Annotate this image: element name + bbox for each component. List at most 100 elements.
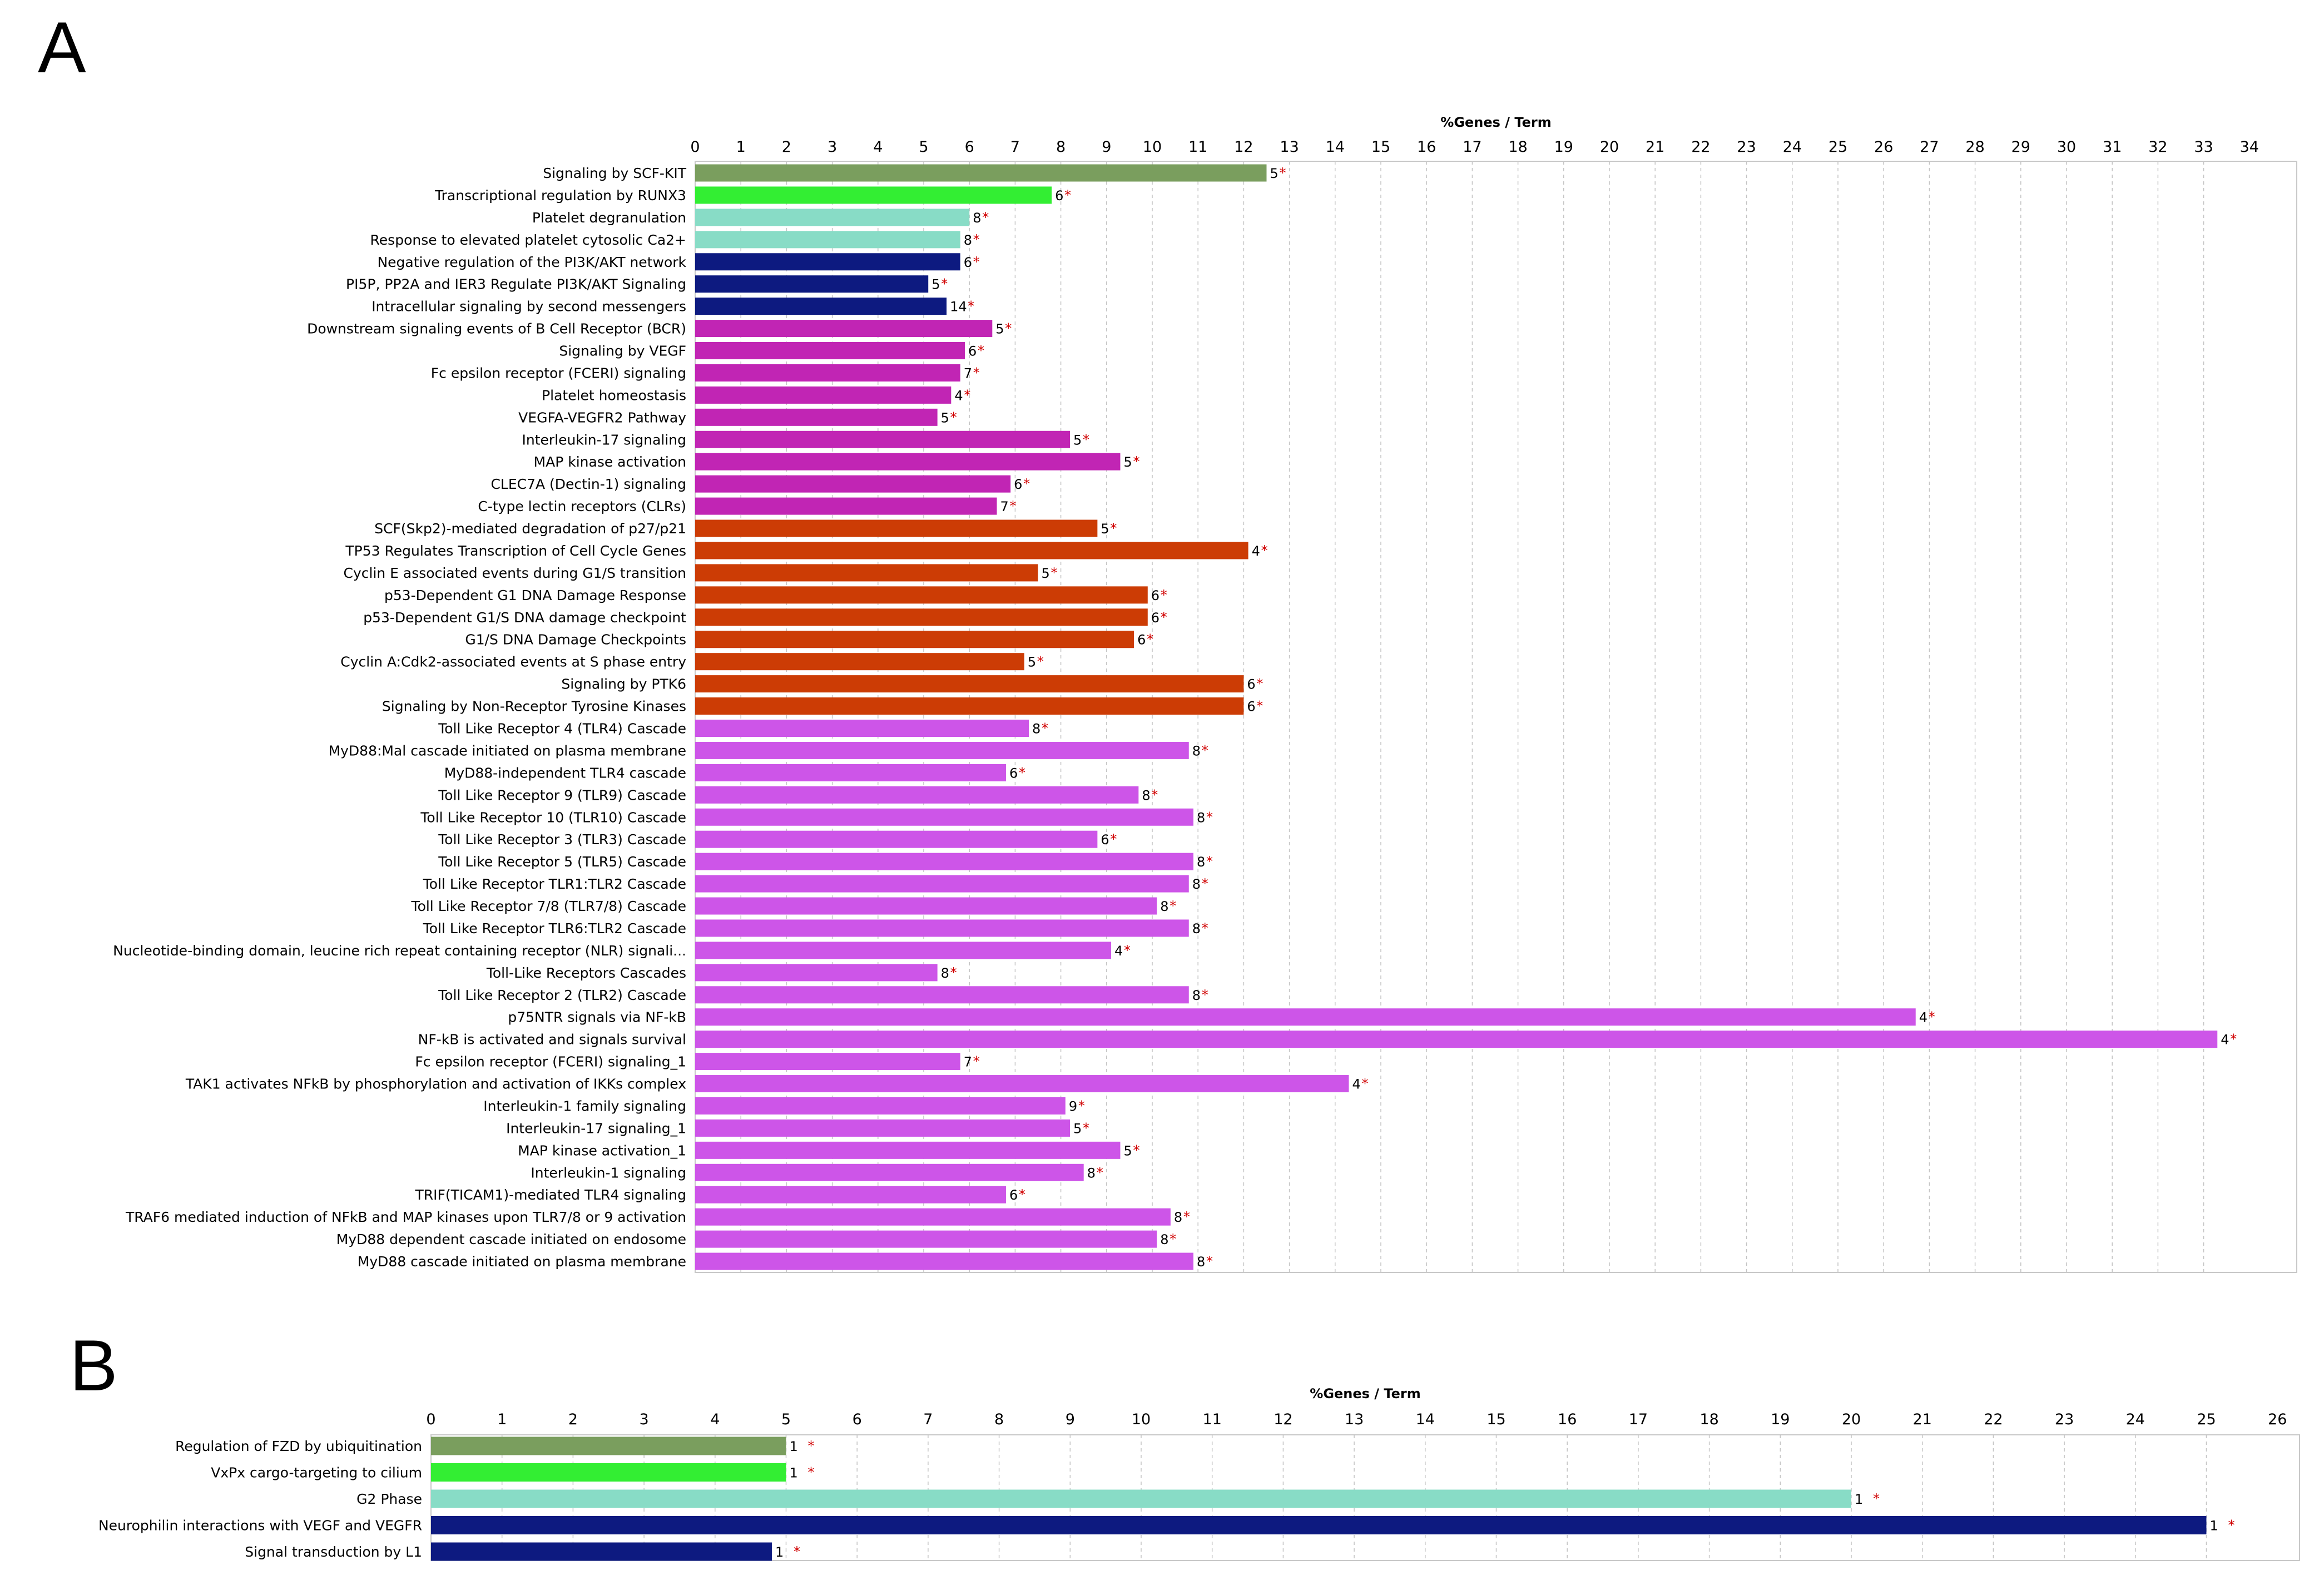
- gene-count-label: 8: [973, 210, 981, 226]
- bar: [695, 253, 960, 271]
- significance-star: *: [1202, 742, 1208, 758]
- bar: [695, 1163, 1084, 1181]
- gene-count-label: 8: [1197, 810, 1205, 825]
- x-tick-label: 13: [1280, 138, 1299, 156]
- x-tick-label: 30: [2057, 138, 2076, 156]
- bar: [695, 186, 1052, 204]
- x-tick-label: 22: [1691, 138, 1710, 156]
- row-label: VxPx cargo-targeting to cilium: [211, 1465, 422, 1481]
- x-tick-label: 33: [2194, 138, 2213, 156]
- x-tick-label: 20: [1842, 1411, 1861, 1428]
- x-tick-label: 24: [1783, 138, 1802, 156]
- bar: [695, 964, 938, 982]
- significance-star: *: [1124, 943, 1131, 958]
- gene-count-label: 6: [1055, 188, 1063, 204]
- bar: [695, 808, 1193, 826]
- significance-star: *: [1023, 476, 1030, 492]
- significance-star: *: [941, 276, 948, 292]
- chart-b-x-ticks: 0 1 2 3 4 5 6 7 8 9 10 11 12 13 14 15 16 17 18 19 20 21 22 23 24…: [426, 1411, 2287, 1428]
- x-tick-label: 26: [2268, 1411, 2287, 1428]
- x-tick-label: 10: [1143, 138, 1162, 156]
- chart-b: %Genes / Term 0 1 2 3 4 5 6 7 8 9 10 11 12 13 14 15 16 17…: [98, 1386, 2300, 1561]
- gene-count-label: 6: [1009, 1187, 1018, 1203]
- x-tick-label: 2: [782, 138, 791, 156]
- bar: [431, 1437, 786, 1455]
- bar: [695, 1141, 1121, 1159]
- x-tick-label: 17: [1463, 138, 1481, 156]
- row-label: Interleukin-1 family signaling: [483, 1098, 686, 1114]
- gene-count-label: 4: [1352, 1077, 1360, 1092]
- significance-star: *: [808, 1465, 815, 1480]
- chart-a-axis-title: %Genes / Term: [1440, 115, 1551, 130]
- row-label: Interleukin-17 signaling: [522, 432, 686, 448]
- significance-star: *: [808, 1438, 815, 1454]
- x-tick-label: 4: [873, 138, 883, 156]
- row-label: Regulation of FZD by ubiquitination: [175, 1438, 422, 1454]
- row-label: VEGFA-VEGFR2 Pathway: [518, 409, 686, 425]
- significance-star: *: [1083, 1120, 1089, 1136]
- bar: [695, 453, 1121, 470]
- row-label: Signaling by PTK6: [561, 676, 686, 692]
- significance-star: *: [1010, 498, 1017, 514]
- gene-count-label: 4: [954, 388, 963, 403]
- significance-star: *: [1261, 543, 1268, 558]
- x-tick-label: 13: [1345, 1411, 1364, 1428]
- x-tick-label: 15: [1486, 1411, 1505, 1428]
- bar: [695, 1075, 1349, 1093]
- x-tick-label: 2: [568, 1411, 578, 1428]
- significance-star: *: [1170, 1231, 1176, 1247]
- bar: [695, 542, 1248, 559]
- bar: [695, 564, 1038, 582]
- bar: [695, 1186, 1006, 1203]
- significance-star: *: [1078, 1098, 1085, 1113]
- significance-star: *: [1206, 1254, 1213, 1269]
- row-label: Interleukin-17 signaling_1: [506, 1120, 686, 1136]
- row-label: NF-kB is activated and signals survival: [418, 1032, 686, 1048]
- x-tick-label: 32: [2148, 138, 2167, 156]
- bar: [695, 853, 1193, 870]
- gene-count-label: 7: [964, 1054, 972, 1070]
- row-label: Toll Like Receptor 5 (TLR5) Cascade: [438, 854, 686, 870]
- x-tick-label: 21: [1913, 1411, 1932, 1428]
- row-label: Toll Like Receptor TLR1:TLR2 Cascade: [423, 876, 686, 892]
- chart-a-gridlines: [740, 161, 2204, 1272]
- gene-count-label: 1: [775, 1544, 784, 1560]
- significance-star: *: [1133, 454, 1139, 469]
- gene-count-label: 8: [1032, 721, 1040, 737]
- bar: [695, 1097, 1066, 1115]
- bar: [695, 786, 1139, 804]
- significance-star: *: [794, 1544, 800, 1559]
- gene-count-label: 8: [1087, 1165, 1096, 1181]
- x-tick-label: 20: [1600, 138, 1619, 156]
- gene-count-label: 5: [1123, 454, 1132, 470]
- x-tick-label: 5: [919, 138, 928, 156]
- bar: [695, 1208, 1171, 1226]
- x-tick-label: 3: [640, 1411, 649, 1428]
- significance-star: *: [978, 343, 984, 359]
- gene-count-label: 1: [1855, 1492, 1863, 1507]
- gene-count-label: 6: [964, 255, 972, 270]
- row-label: MyD88-independent TLR4 cascade: [444, 765, 686, 781]
- row-label: Platelet homeostasis: [542, 387, 686, 403]
- row-label: MyD88:Mal cascade initiated on plasma me…: [329, 742, 686, 759]
- significance-star: *: [1202, 987, 1208, 1003]
- significance-star: *: [964, 387, 970, 403]
- significance-star: *: [973, 365, 980, 380]
- x-tick-label: 25: [2197, 1411, 2216, 1428]
- panel-letter-b: B: [70, 1325, 118, 1406]
- row-label: Signaling by VEGF: [559, 343, 686, 359]
- gene-count-label: 9: [1069, 1098, 1077, 1114]
- bar: [695, 1230, 1157, 1248]
- gene-count-label: 6: [1151, 610, 1159, 626]
- x-tick-label: 16: [1558, 1411, 1577, 1428]
- gene-count-label: 8: [964, 232, 972, 248]
- row-label: Response to elevated platelet cytosolic …: [370, 232, 686, 248]
- gene-count-label: 6: [1014, 477, 1022, 492]
- bar: [695, 764, 1006, 781]
- significance-star: *: [973, 254, 980, 270]
- x-tick-label: 6: [853, 1411, 862, 1428]
- significance-star: *: [1202, 876, 1208, 891]
- significance-star: *: [1147, 632, 1153, 647]
- significance-star: *: [1110, 831, 1117, 847]
- x-tick-label: 18: [1699, 1411, 1718, 1428]
